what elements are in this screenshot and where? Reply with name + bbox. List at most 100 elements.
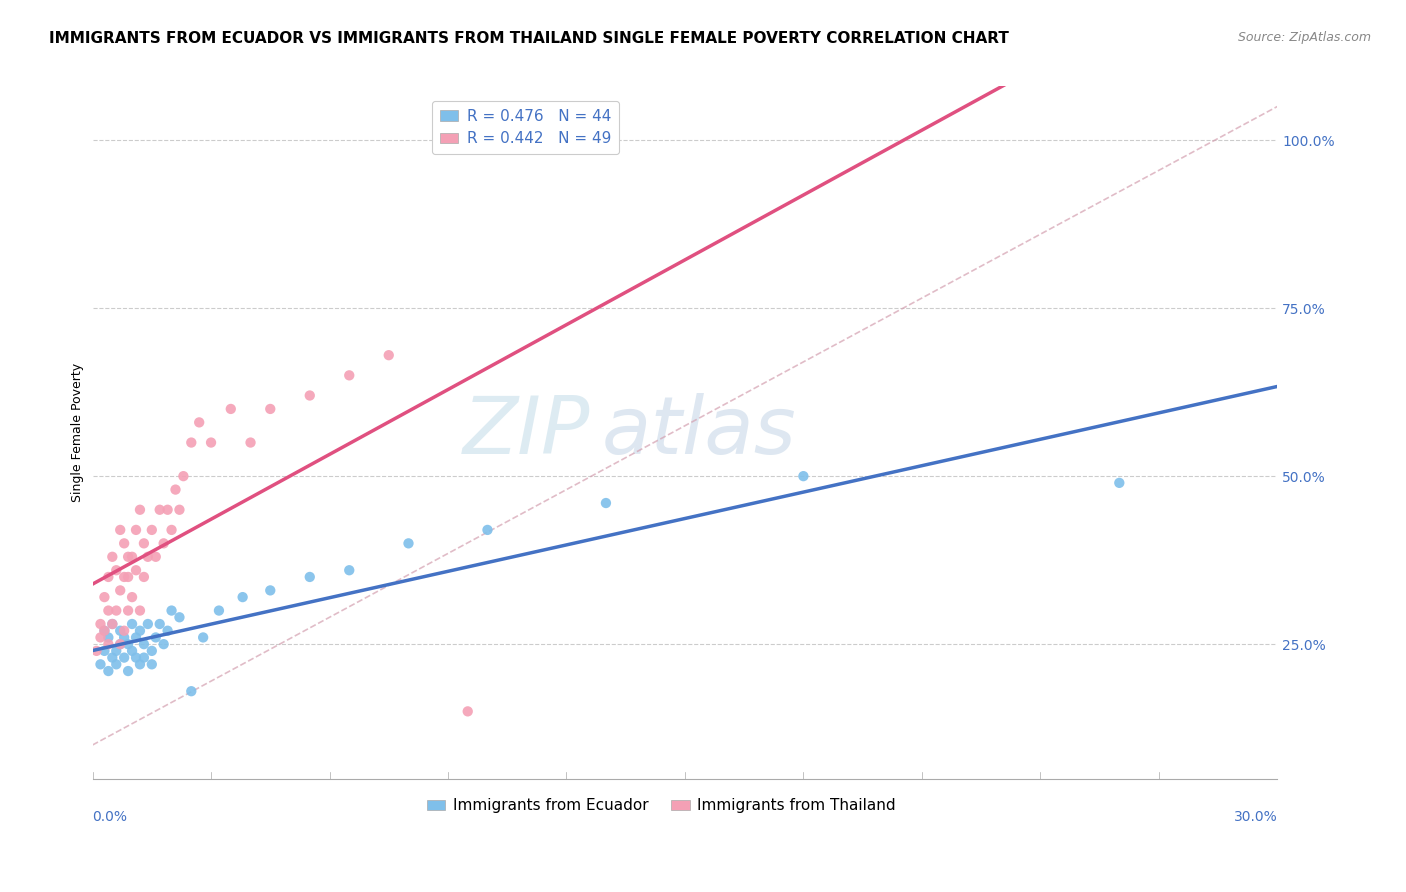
Point [180,684,202,698]
Point [160,523,183,537]
Point [86,644,108,658]
Point [101,549,124,564]
Point [117,603,139,617]
Point [112,570,135,584]
Text: Source: ZipAtlas.com: Source: ZipAtlas.com [1237,31,1371,45]
Point [149,502,172,516]
Point [156,624,179,638]
Point [132,570,155,584]
Point [595,496,617,510]
Point [121,644,143,658]
Point [110,583,132,598]
Point [136,617,159,632]
Point [160,603,183,617]
Point [97,570,120,584]
Point [259,583,281,598]
Y-axis label: Single Female Poverty: Single Female Poverty [72,363,84,502]
Point [132,536,155,550]
Point [239,435,262,450]
Point [93,624,115,638]
Point [145,549,167,564]
Point [152,637,174,651]
Point [208,603,231,617]
Point [112,631,135,645]
Point [117,570,139,584]
Point [457,704,479,718]
Point [398,536,420,550]
Point [93,624,115,638]
Point [121,549,143,564]
Point [129,603,152,617]
Point [337,563,360,577]
Point [141,657,163,672]
Point [132,637,155,651]
Point [110,624,132,638]
Point [97,637,120,651]
Point [169,610,191,624]
Point [105,563,128,577]
Point [129,657,152,672]
Point [125,563,148,577]
Point [152,536,174,550]
Point [132,650,155,665]
Point [117,664,139,678]
Point [200,435,222,450]
Point [337,368,360,383]
Point [377,348,399,362]
Text: 0.0%: 0.0% [93,810,128,823]
Point [125,650,148,665]
Text: ZIP: ZIP [463,393,591,472]
Point [169,502,191,516]
Point [232,590,254,604]
Point [792,469,814,483]
Point [89,657,111,672]
Point [1108,475,1130,490]
Point [112,650,135,665]
Point [165,483,187,497]
Point [298,388,321,402]
Point [89,617,111,632]
Point [145,631,167,645]
Point [125,631,148,645]
Point [477,523,499,537]
Point [101,617,124,632]
Point [125,523,148,537]
Point [259,401,281,416]
Point [180,435,202,450]
Point [97,631,120,645]
Point [105,603,128,617]
Point [191,631,214,645]
Point [121,617,143,632]
Text: IMMIGRANTS FROM ECUADOR VS IMMIGRANTS FROM THAILAND SINGLE FEMALE POVERTY CORREL: IMMIGRANTS FROM ECUADOR VS IMMIGRANTS FR… [49,31,1010,46]
Legend: Immigrants from Ecuador, Immigrants from Thailand: Immigrants from Ecuador, Immigrants from… [420,792,901,820]
Point [156,502,179,516]
Point [97,664,120,678]
Point [110,523,132,537]
Point [141,523,163,537]
Text: 30.0%: 30.0% [1233,810,1277,823]
Point [149,617,172,632]
Point [298,570,321,584]
Point [172,469,194,483]
Point [121,590,143,604]
Point [117,549,139,564]
Point [129,502,152,516]
Point [112,624,135,638]
Point [141,644,163,658]
Point [97,603,120,617]
Point [219,401,242,416]
Point [110,637,132,651]
Point [105,657,128,672]
Point [89,631,111,645]
Point [110,637,132,651]
Point [101,617,124,632]
Point [136,549,159,564]
Point [93,644,115,658]
Point [105,644,128,658]
Point [112,536,135,550]
Point [188,416,211,430]
Point [117,637,139,651]
Point [129,624,152,638]
Text: atlas: atlas [602,393,797,472]
Point [93,590,115,604]
